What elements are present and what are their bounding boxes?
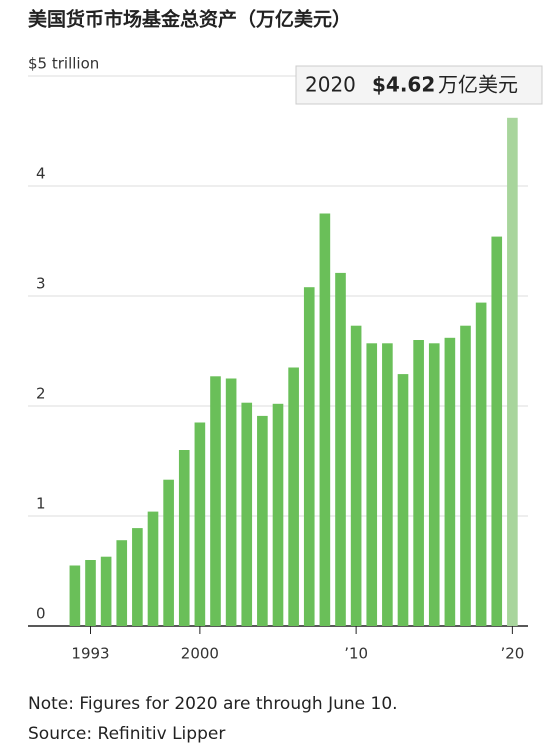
bar [428,343,440,626]
bar [444,337,456,626]
source: Source: Refinitiv Lipper [28,724,225,744]
bar [147,511,159,626]
note: Note: Figures for 2020 are through June … [28,694,398,714]
x-tick-label: ’10 [344,645,368,663]
bar [85,560,96,626]
y-tick-label: 1 [36,495,46,513]
chart-title: 美国货币市场基金总资产（万亿美元） [28,8,351,31]
bar [116,540,128,626]
annotation-value: $4.62 [372,73,435,97]
bar [319,213,331,626]
y-tick-label: 0 [36,605,46,623]
bar [132,528,143,626]
bar [350,325,362,626]
bar [241,402,253,626]
bar [460,325,471,626]
bar [163,479,174,626]
y-tick-label: 4 [36,165,46,183]
bar [366,343,378,626]
x-tick-label: 2000 [181,645,219,663]
bar [100,556,112,626]
bar [257,415,268,626]
plot: 0 1 2 3 4 $5 trillion 1993 2000 ’10 ’20 [28,55,528,663]
bar [507,117,518,627]
bar [210,376,221,626]
bar [491,236,503,626]
x-tick-label: 1993 [71,645,109,663]
bar [69,565,81,626]
bar [288,367,299,626]
annotation-unit: 万亿美元 [438,73,518,97]
y-tick-label: $5 trillion [28,55,99,73]
y-tick-label: 3 [36,275,46,293]
bar [303,287,315,626]
bar [178,450,190,626]
bar [225,378,237,626]
bar [475,302,487,626]
bar [194,422,206,626]
x-tick-label: ’20 [500,645,524,663]
bar [413,340,424,626]
bar [335,272,346,626]
annotation-year: 2020 [305,73,356,97]
y-tick-label: 2 [36,385,46,403]
bar [397,374,409,626]
annotation-box [295,65,543,105]
bar [272,403,284,626]
bar [382,343,393,626]
